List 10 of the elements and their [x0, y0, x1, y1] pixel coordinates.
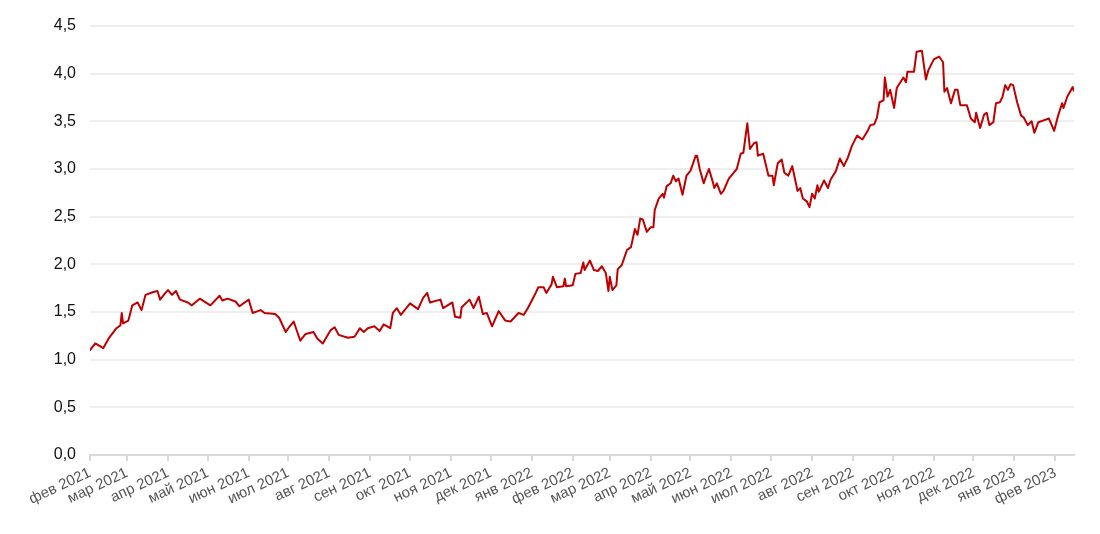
y-tick-label: 1,0: [53, 350, 77, 368]
y-tick-label: 2,0: [53, 254, 77, 272]
y-tick-label: 0,5: [53, 397, 77, 415]
y-tick-label: 1,5: [53, 302, 77, 320]
y-tick-label: 0,0: [53, 445, 77, 463]
y-tick-label: 2,5: [53, 207, 77, 225]
y-tick-label: 3,5: [53, 111, 77, 129]
y-tick-label: 4,0: [53, 64, 77, 82]
y-tick-label: 3,0: [53, 159, 77, 177]
y-tick-label: 4,5: [53, 16, 77, 34]
